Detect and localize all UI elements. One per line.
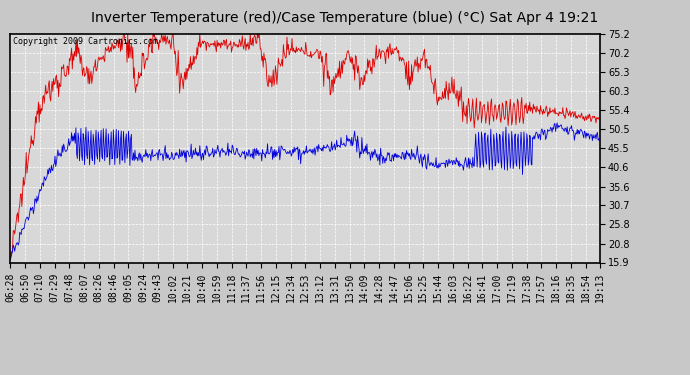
Text: Inverter Temperature (red)/Case Temperature (blue) (°C) Sat Apr 4 19:21: Inverter Temperature (red)/Case Temperat… (91, 11, 599, 25)
Text: Copyright 2009 Cartronics.com: Copyright 2009 Cartronics.com (13, 37, 158, 46)
